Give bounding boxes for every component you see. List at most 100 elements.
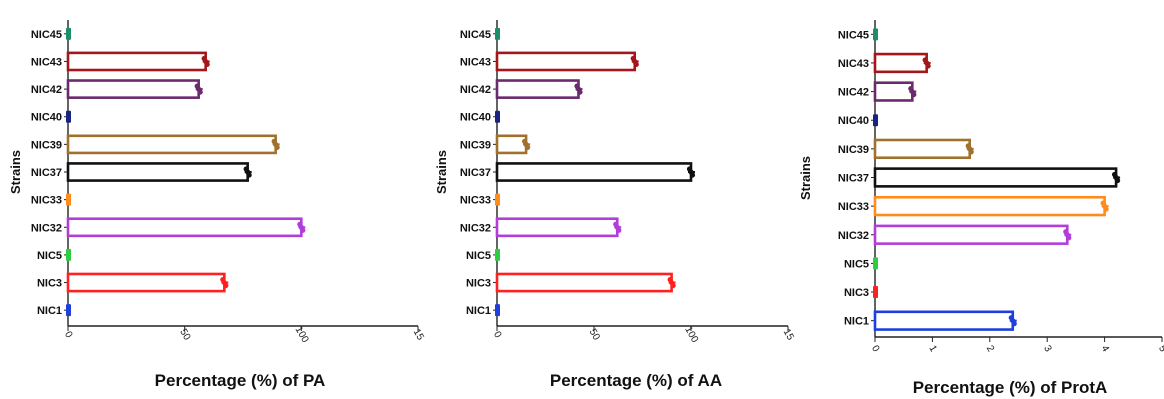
bar-nic40: [66, 110, 71, 123]
data-point: [1114, 177, 1121, 184]
x-axis-title: Percentage (%) of AA: [550, 371, 722, 390]
y-tick-label: NIC45: [460, 29, 491, 41]
y-tick-label: NIC33: [460, 195, 491, 207]
y-tick-label: NIC1: [37, 305, 62, 317]
bar-nic39: [495, 134, 528, 155]
bar-nic33: [873, 195, 1106, 217]
bar-nic32: [873, 224, 1069, 245]
y-tick-label: NIC40: [31, 112, 62, 124]
y-tick-label: NIC3: [466, 278, 491, 290]
y-tick-label: NIC43: [838, 58, 869, 70]
x-tick-label: 2: [984, 344, 997, 355]
data-point: [300, 227, 306, 233]
bar-nic40: [873, 114, 878, 127]
bar-nic3: [495, 272, 673, 293]
y-tick-label: NIC3: [37, 278, 62, 290]
data-point: [968, 149, 974, 155]
bar-nic5: [495, 248, 500, 261]
bar-nic39: [66, 134, 277, 155]
data-point: [525, 144, 531, 150]
y-tick-label: NIC5: [844, 258, 869, 270]
y-tick-label: NIC32: [460, 222, 491, 234]
data-point: [1066, 235, 1072, 241]
bar-nic42: [873, 81, 914, 102]
bar-nic32: [66, 217, 303, 238]
bar-nic37: [66, 162, 249, 182]
y-tick-label: NIC33: [838, 201, 869, 213]
x-tick-label: 50: [177, 327, 192, 343]
data-point: [633, 61, 639, 68]
y-tick-label: NIC37: [31, 167, 62, 179]
y-tick-label: NIC42: [838, 87, 869, 99]
y-tick-label: NIC37: [838, 173, 869, 185]
y-tick-label: NIC1: [844, 316, 869, 328]
data-point: [1103, 206, 1109, 212]
x-tick-label: 100: [293, 325, 311, 345]
x-tick-label: 15: [411, 327, 426, 343]
data-point: [911, 91, 917, 98]
data-point: [689, 172, 696, 178]
y-tick-label: NIC37: [460, 167, 491, 179]
y-tick-label: NIC45: [31, 29, 62, 41]
y-tick-label: NIC39: [31, 139, 62, 151]
y-tick-label: NIC43: [31, 56, 62, 68]
y-tick-label: NIC45: [838, 29, 869, 41]
y-tick-label: NIC40: [460, 112, 491, 124]
chart-2: NIC45 NIC43 NIC42 NIC40 NIC39 NIC37 NIC33 NIC32…: [434, 20, 796, 390]
bar-nic42: [66, 79, 200, 99]
data-point: [1011, 321, 1017, 327]
x-axis-title: Percentage (%) of ProtA: [913, 378, 1108, 397]
y-tick-label: NIC32: [838, 230, 869, 242]
bar-nic37: [495, 162, 693, 182]
y-tick-label: NIC43: [460, 56, 491, 68]
data-point: [577, 89, 583, 95]
x-axis-title: Percentage (%) of PA: [155, 371, 326, 390]
bar-nic5: [873, 257, 878, 270]
y-tick-label: NIC39: [460, 139, 491, 151]
y-tick-label: NIC5: [466, 250, 491, 262]
bar-nic42: [495, 79, 580, 99]
y-tick-label: NIC1: [466, 305, 491, 317]
bar-nic39: [873, 138, 972, 160]
y-axis-title: Strains: [8, 150, 23, 194]
bar-nic1: [495, 304, 500, 317]
data-point: [204, 61, 210, 68]
y-axis-title: Strains: [798, 156, 813, 200]
y-tick-label: NIC42: [31, 84, 62, 96]
data-point: [274, 144, 280, 150]
data-point: [925, 63, 931, 69]
y-tick-label: NIC42: [460, 84, 491, 96]
data-point: [197, 89, 203, 95]
x-tick-label: 0: [62, 330, 75, 341]
bar-nic3: [66, 272, 226, 293]
x-tick-label: 4: [1099, 344, 1112, 355]
x-tick-label: 1: [926, 344, 939, 355]
data-point: [223, 282, 229, 289]
bar-nic3: [873, 286, 878, 299]
bar-nic45: [66, 27, 71, 40]
x-tick-label: 100: [682, 325, 700, 345]
y-tick-label: NIC39: [838, 144, 869, 156]
bar-nic43: [66, 51, 207, 72]
chart-3: NIC45NIC43NIC42NIC40NIC39NIC37NIC33NIC32…: [798, 20, 1164, 397]
bar-nic37: [873, 167, 1118, 188]
bar-nic5: [66, 248, 71, 261]
x-tick-label: 15: [781, 327, 796, 343]
x-tick-label: 0: [869, 344, 882, 355]
bar-nic33: [495, 193, 500, 206]
bar-nic45: [495, 27, 500, 40]
bar-nic32: [495, 217, 619, 238]
data-point: [246, 172, 252, 178]
y-tick-label: NIC3: [844, 287, 869, 299]
bar-nic43: [495, 51, 637, 72]
x-tick-label: 50: [587, 327, 602, 343]
y-tick-label: NIC33: [31, 195, 62, 207]
bar-nic1: [66, 304, 71, 317]
x-tick-label: 5: [1156, 344, 1164, 355]
y-tick-label: NIC5: [37, 250, 62, 262]
y-axis-title: Strains: [434, 150, 449, 194]
bar-nic33: [66, 193, 71, 206]
bar-nic43: [873, 52, 928, 74]
x-tick-label: 0: [491, 330, 504, 341]
x-tick-label: 3: [1041, 344, 1054, 355]
